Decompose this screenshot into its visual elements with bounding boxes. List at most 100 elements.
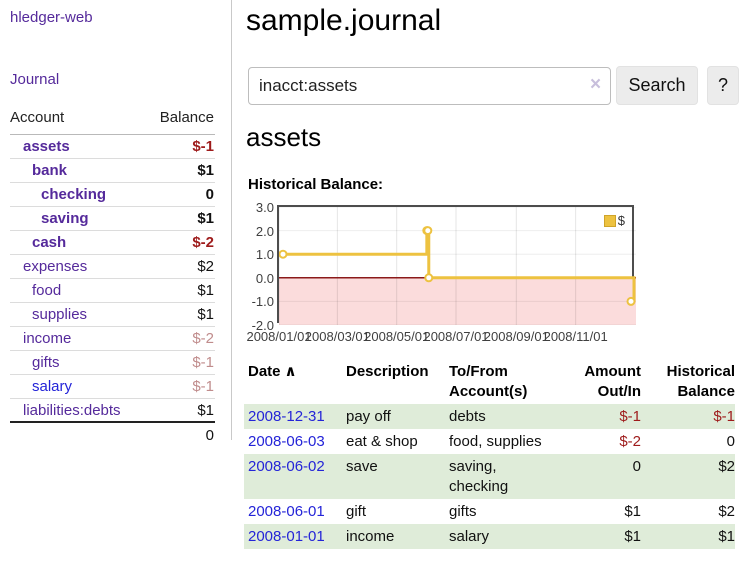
account-balance: $-1 (192, 378, 214, 395)
accounts-table-header: Account Balance (10, 104, 215, 135)
register-cell-amount: $1 (624, 502, 641, 520)
account-balance: 0 (205, 186, 214, 203)
register-table: Date ∧ Description To/From Account(s) Amo… (244, 362, 735, 549)
account-row: saving $1 (10, 207, 215, 231)
account-row: income $-2 (10, 327, 215, 351)
register-cell-accounts: saving, checking (449, 457, 509, 495)
y-axis-tick-label: -1.0 (251, 294, 274, 310)
account-balance: $1 (197, 162, 214, 179)
register-cell-date: 2008-12-31 (244, 407, 346, 427)
sidebar-account-link[interactable]: checking (41, 186, 107, 203)
sidebar-account-link[interactable]: assets (23, 138, 70, 155)
historical-balance-chart: $ 3.0 2.0 1.0 0.0 -1.0 -2.0 2008/01/01 2008/03/… (246, 200, 688, 350)
accounts-column-account: Account (10, 109, 65, 126)
account-row: assets $-1 (10, 135, 215, 159)
chart-canvas (279, 207, 636, 325)
y-axis-tick-label: 0.0 (255, 270, 274, 286)
register-cell-date: 2008-06-03 (244, 432, 346, 452)
register-cell-balance: $2 (718, 457, 735, 475)
account-row: gifts $-1 (10, 351, 215, 375)
x-axis-tick-label: 2008/07/01 (423, 329, 489, 344)
account-balance: $2 (197, 258, 214, 275)
x-axis-tick-label: 2008/05/01 (364, 329, 430, 344)
register-cell-description: gift (346, 502, 367, 520)
register-cell-accounts: salary (449, 527, 490, 545)
account-balance: $1 (197, 306, 214, 323)
sidebar: hledger-web Journal Account Balance asse… (0, 0, 232, 582)
register-column-amount: Amount Out/In (584, 363, 641, 400)
register-header-row: Date ∧ Description To/From Account(s) Amo… (244, 362, 735, 404)
account-balance: $-2 (192, 234, 214, 251)
sidebar-account-link[interactable]: saving (41, 210, 89, 227)
sidebar-account-link[interactable]: food (32, 282, 62, 299)
app-title-link[interactable]: hledger-web (10, 9, 93, 26)
account-row: checking 0 (10, 183, 215, 207)
sidebar-account-link[interactable]: income (23, 330, 72, 347)
transaction-date-link[interactable]: 2008-06-03 (248, 432, 325, 450)
account-row: food $1 (10, 279, 215, 303)
y-axis-tick-label: -2.0 (251, 318, 274, 333)
x-axis-tick-label: 2008/11/01 (543, 329, 608, 344)
register-cell-balance: $1 (718, 527, 735, 545)
sort-ascending-icon: ∧ (284, 363, 297, 380)
register-cell-date: 2008-06-01 (244, 502, 346, 522)
sidebar-account-link[interactable]: salary (32, 378, 73, 395)
transaction-date-link[interactable]: 2008-06-02 (248, 457, 325, 475)
sidebar-item-journal[interactable]: Journal (10, 71, 60, 88)
y-axis-tick-label: 2.0 (255, 223, 274, 239)
register-cell-description: pay off (346, 407, 391, 425)
register-cell-balance: 0 (726, 432, 735, 450)
account-balance: $-2 (192, 330, 214, 347)
sidebar-account-link[interactable]: cash (32, 234, 67, 251)
y-axis-tick-label: 1.0 (255, 247, 274, 263)
sidebar-account-link[interactable]: supplies (32, 306, 88, 323)
account-balance: $1 (197, 401, 214, 419)
account-balance: $-1 (192, 354, 214, 371)
register-column-date[interactable]: Date ∧ (248, 363, 297, 380)
register-row: 2008-06-02 save saving, checking 0 $2 (244, 454, 735, 499)
register-column-description: Description (346, 363, 429, 380)
register-cell-date: 2008-06-02 (244, 457, 346, 497)
register-cell-date: 2008-01-01 (244, 527, 346, 547)
account-row: cash $-2 (10, 231, 215, 255)
register-cell-accounts: food, supplies (449, 432, 542, 450)
account-balance: $-1 (192, 138, 214, 155)
sidebar-account-link[interactable]: gifts (32, 354, 60, 371)
search-input[interactable] (248, 67, 611, 105)
register-cell-description: eat & shop (346, 432, 418, 450)
account-balance: $1 (197, 282, 214, 299)
register-rows: 2008-12-31 pay off debts $-1 $-1 2008-06-03 ea… (244, 404, 735, 549)
page-title: sample.journal (246, 4, 442, 37)
register-cell-description: income (346, 527, 395, 545)
account-row: expenses $2 (10, 255, 215, 279)
account-row: supplies $1 (10, 303, 215, 327)
clear-search-icon[interactable]: × (590, 74, 602, 95)
y-axis-tick-label: 3.0 (255, 200, 274, 215)
register-cell-amount: 0 (632, 457, 641, 475)
account-row: liabilities:debts $1 (10, 399, 215, 423)
search-button[interactable]: Search (616, 66, 698, 105)
chart-heading: Historical Balance: (248, 176, 384, 193)
register-cell-accounts: debts (449, 407, 486, 425)
legend-label: $ (617, 213, 625, 228)
register-row: 2008-06-01 gift gifts $1 $2 (244, 499, 735, 524)
register-column-balance: Historical Balance (666, 363, 735, 400)
register-cell-balance: $-1 (713, 407, 735, 425)
register-cell-balance: $2 (718, 502, 735, 520)
sidebar-account-link[interactable]: expenses (23, 258, 88, 275)
register-column-accounts: To/From Account(s) (449, 363, 528, 400)
account-row: bank $1 (10, 159, 215, 183)
sidebar-divider (231, 0, 232, 440)
register-cell-description: save (346, 457, 378, 475)
help-button[interactable]: ? (707, 66, 739, 105)
account-row: salary $-1 (10, 375, 215, 399)
transaction-date-link[interactable]: 2008-12-31 (248, 407, 325, 425)
transaction-date-link[interactable]: 2008-01-01 (248, 527, 325, 545)
register-cell-amount: $1 (624, 527, 641, 545)
register-cell-accounts: gifts (449, 502, 477, 520)
accounts-total-value: 0 (205, 426, 214, 444)
sidebar-account-link[interactable]: liabilities:debts (23, 401, 121, 419)
register-row: 2008-06-03 eat & shop food, supplies $-2 0 (244, 429, 735, 454)
transaction-date-link[interactable]: 2008-06-01 (248, 502, 325, 520)
sidebar-account-link[interactable]: bank (32, 162, 68, 179)
